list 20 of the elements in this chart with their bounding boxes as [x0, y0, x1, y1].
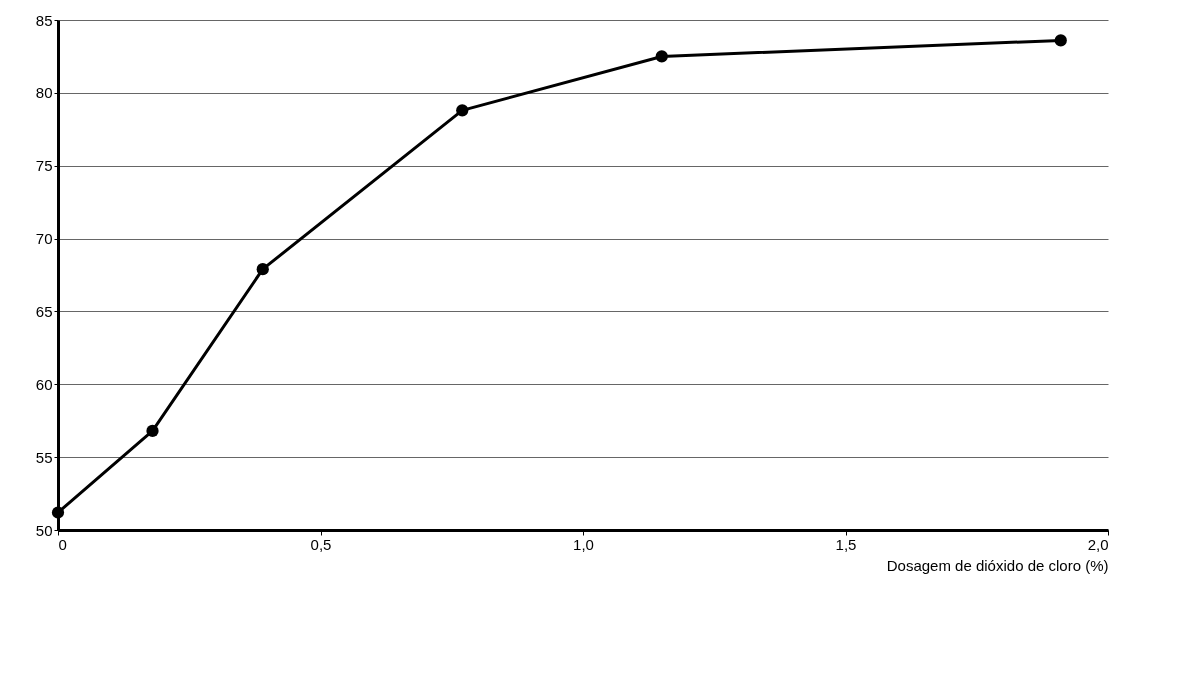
- point: [456, 104, 469, 117]
- point: [146, 424, 159, 438]
- x-tick-label: 2,0: [1087, 535, 1109, 553]
- y-tick-label: 85: [35, 11, 53, 29]
- point: [256, 263, 269, 276]
- y-tick-label: 55: [35, 448, 53, 466]
- point: [1054, 34, 1067, 47]
- point: [655, 50, 668, 63]
- y-tick-label: 80: [35, 84, 53, 102]
- y-tick-label: 60: [35, 375, 53, 393]
- x-tick-label: 0,5: [310, 535, 332, 553]
- point: [51, 506, 65, 519]
- y-tick-label: 75: [35, 157, 53, 175]
- x-tick-label: 0: [58, 535, 67, 553]
- x-axis-title: Dosagem de dióxido de cloro (%): [886, 556, 1109, 574]
- x-tick-label: 1,0: [573, 535, 594, 553]
- y-tick-label: 70: [35, 230, 53, 248]
- y-tick-label: 50: [35, 521, 53, 539]
- x-tick-label: 1,5: [835, 535, 857, 553]
- y-tick-label: 65: [35, 302, 53, 320]
